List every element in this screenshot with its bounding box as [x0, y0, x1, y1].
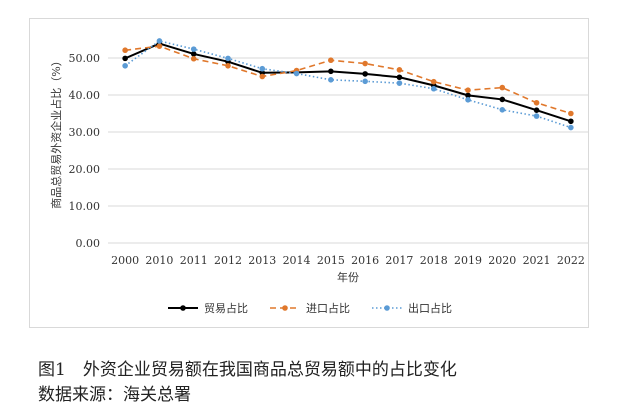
data-point-2: [362, 60, 368, 67]
data-point-3: [465, 97, 471, 103]
legend-label-1: 贸易占比: [204, 301, 248, 315]
data-point-3: [259, 65, 266, 72]
legend-label-2: 进口占比: [306, 301, 350, 315]
data-point-3: [190, 46, 197, 52]
data-point-2: [533, 99, 540, 106]
data-point-3: [533, 113, 540, 119]
data-point-3: [293, 70, 300, 77]
x-tick-label: 2014: [283, 254, 311, 267]
data-point-2: [396, 67, 403, 73]
data-point-3: [430, 85, 437, 92]
legend-marker-2: [282, 305, 288, 311]
figure-caption: 图1 外资企业贸易额在我国商品总贸易额中的占比变化: [38, 360, 457, 380]
x-tick-label: 2000: [111, 254, 139, 267]
x-tick-label: 2012: [214, 254, 242, 267]
data-point-3: [362, 78, 368, 85]
x-tick-label: 2015: [317, 254, 345, 267]
data-point-3: [328, 77, 334, 83]
figure-source: 数据来源：海关总署: [38, 385, 191, 405]
data-point-2: [568, 110, 574, 117]
x-tick-label: 2019: [454, 254, 482, 267]
data-point-2: [190, 55, 197, 62]
legend-marker-1: [180, 305, 186, 311]
x-tick-label: 2021: [523, 254, 551, 267]
x-tick-label: 2022: [557, 254, 585, 267]
data-point-1: [362, 71, 368, 77]
data-point-2: [465, 87, 471, 93]
data-point-1: [190, 51, 197, 57]
x-axis-title: 年份: [337, 270, 359, 284]
data-point-1: [533, 107, 540, 113]
data-point-1: [499, 96, 506, 103]
data-point-1: [122, 55, 128, 62]
data-point-3: [225, 55, 231, 62]
x-tick-label: 2018: [420, 254, 448, 267]
data-point-1: [328, 68, 334, 75]
x-tick-label: 2011: [180, 254, 208, 267]
y-tick-label: 30.00: [69, 126, 101, 139]
x-tick-label: 2010: [145, 254, 173, 267]
data-point-3: [396, 80, 403, 86]
data-point-3: [499, 107, 506, 113]
data-point-2: [259, 73, 266, 80]
x-tick-label: 2013: [248, 254, 276, 267]
data-point-1: [396, 74, 403, 81]
data-point-2: [225, 62, 231, 69]
y-tick-label: 40.00: [69, 89, 101, 102]
y-tick-label: 50.00: [69, 52, 101, 65]
y-axis-title: 商品总贸易外资企业占比（%）: [49, 55, 63, 208]
x-tick-label: 2016: [351, 254, 379, 267]
x-tick-label: 2020: [488, 254, 516, 267]
y-tick-label: 20.00: [69, 163, 101, 176]
data-point-2: [122, 47, 128, 54]
legend-marker-3: [384, 305, 390, 311]
x-tick-label: 2017: [385, 254, 413, 267]
data-point-2: [328, 57, 334, 64]
data-point-3: [122, 62, 128, 69]
data-point-3: [156, 38, 163, 44]
data-point-1: [568, 118, 574, 125]
chart-frame: 0.00 10.00 20.00 30.00 40.00 50.00 2000 2010 201…: [29, 18, 589, 328]
data-point-2: [499, 84, 506, 91]
series-line-1: [124, 42, 572, 123]
data-point-2: [430, 78, 437, 85]
line-chart: 0.00 10.00 20.00 30.00 40.00 50.00 2000 2010 201…: [49, 38, 588, 315]
y-tick-label: 10.00: [69, 200, 101, 213]
y-tick-label: 0.00: [76, 237, 101, 250]
data-point-1: [465, 92, 471, 99]
series-line-2: [125, 45, 572, 115]
data-point-2: [156, 43, 163, 49]
data-point-3: [568, 124, 574, 131]
legend-label-3: 出口占比: [408, 301, 452, 315]
